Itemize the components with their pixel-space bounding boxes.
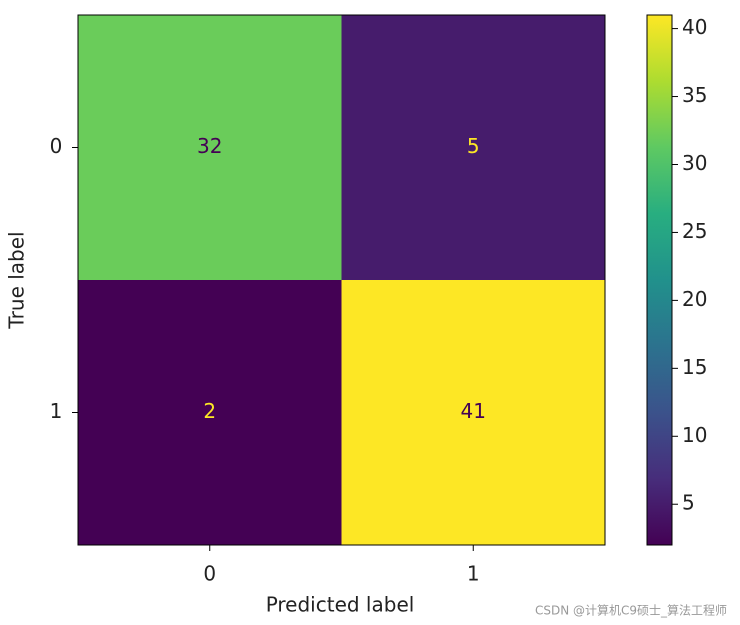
cell-label: 2: [203, 399, 216, 423]
cell: [341, 15, 605, 280]
colorbar-tick-label: 5: [682, 491, 695, 515]
colorbar-tick-label: 30: [682, 151, 707, 175]
y-axis-label: True label: [5, 231, 29, 329]
x-tick-label: 1: [467, 562, 480, 586]
watermark: CSDN @计算机C9硕士_算法工程师: [535, 603, 727, 618]
cell-label: 41: [461, 399, 486, 423]
cell: [78, 280, 342, 545]
cell: [341, 280, 605, 545]
x-tick-label: 0: [203, 562, 216, 586]
colorbar-tick-label: 15: [682, 355, 707, 379]
colorbar-tick-label: 10: [682, 423, 707, 447]
y-tick-label: 1: [50, 399, 63, 423]
colorbar-tick-label: 25: [682, 219, 707, 243]
colorbar-tick-label: 20: [682, 287, 707, 311]
cell-label: 32: [197, 134, 222, 158]
colorbar-tick-label: 40: [682, 15, 707, 39]
y-tick-label: 0: [50, 134, 63, 158]
x-axis-label: Predicted label: [266, 593, 415, 617]
cell-label: 5: [467, 134, 480, 158]
colorbar: [646, 14, 673, 546]
colorbar-tick-label: 35: [682, 83, 707, 107]
plot-frame: [77, 14, 606, 546]
cell: [78, 15, 342, 280]
